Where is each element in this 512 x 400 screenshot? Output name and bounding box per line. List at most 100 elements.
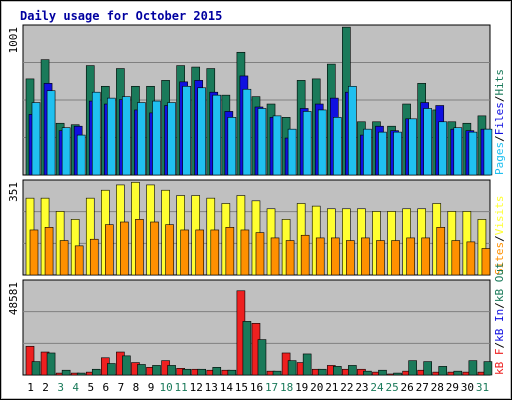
x-tick-label-day-27: 27: [416, 381, 429, 394]
x-tick-label-day-25: 25: [385, 381, 398, 394]
bar-visits-sites-day-16: [255, 232, 265, 276]
bar-kbytes-kb-out-day-17: [272, 370, 282, 376]
x-tick-label-day-4: 4: [72, 381, 79, 394]
bar-kbytes-kb-out-day-13: [212, 367, 222, 376]
x-tick-label-day-9: 9: [148, 381, 155, 394]
legend-entry-pages: Pages: [493, 142, 506, 175]
x-tick-label-day-5: 5: [87, 381, 94, 394]
x-tick-label-day-26: 26: [401, 381, 414, 394]
bar-hits-pages-day-13: [212, 94, 222, 176]
bar-hits-pages-day-9: [152, 100, 161, 176]
bar-visits-sites-day-31: [481, 248, 491, 276]
bar-kbytes-kb-out-day-23: [363, 370, 372, 376]
bar-hits-pages-day-31: [483, 128, 493, 176]
bar-hits-pages-day-15: [242, 88, 252, 176]
x-tick-label-day-17: 17: [265, 381, 278, 394]
legend-entry-files: Files: [493, 102, 506, 135]
chart-title: Daily usage for October 2015: [20, 9, 222, 23]
bar-visits-sites-day-21: [330, 237, 340, 276]
bar-hits-pages-day-19: [302, 111, 312, 176]
x-tick-label-day-1: 1: [27, 381, 34, 394]
chart-panels: 1001Pages/Files/Hits351Sites/Visits48581…: [7, 24, 506, 376]
bar-hits-pages-day-25: [393, 131, 402, 176]
legend-separator: /: [493, 96, 506, 103]
legend-entry-kb-out: kB Out: [493, 262, 506, 302]
bar-visits-sites-day-18: [285, 240, 295, 276]
bar-hits-pages-day-10: [167, 102, 176, 176]
bar-visits-sites-day-25: [391, 240, 400, 276]
bar-kbytes-kb-out-day-11: [182, 368, 191, 376]
bar-visits-sites-day-5: [89, 238, 99, 276]
x-tick-label-day-13: 13: [205, 381, 218, 394]
bar-visits-sites-day-11: [180, 229, 189, 276]
bar-kbytes-kb-out-day-1: [31, 361, 41, 376]
bar-kbytes-kb-out-day-8: [137, 364, 146, 376]
bar-kbytes-kb-out-day-21: [332, 366, 342, 376]
bar-hits-pages-day-5: [91, 91, 101, 176]
bar-kbytes-kb-out-day-24: [378, 369, 387, 376]
legend-entry-kb-f: kB F: [493, 349, 506, 376]
x-tick-label-day-31: 31: [476, 381, 489, 394]
x-tick-label-day-23: 23: [355, 381, 368, 394]
x-tick-label-day-29: 29: [446, 381, 459, 394]
bar-visits-sites-day-29: [451, 240, 461, 276]
x-tick-label-day-6: 6: [103, 381, 110, 394]
bar-visits-sites-day-9: [150, 221, 159, 276]
bar-hits-pages-day-6: [107, 97, 116, 176]
x-tick-label-day-12: 12: [190, 381, 203, 394]
x-tick-label-day-8: 8: [133, 381, 140, 394]
bar-visits-sites-day-24: [376, 240, 385, 276]
bar-kbytes-kb-out-day-12: [197, 368, 207, 376]
bar-visits-sites-day-26: [406, 237, 415, 276]
bar-hits-pages-day-11: [182, 85, 191, 176]
bar-visits-sites-day-13: [210, 229, 220, 276]
bar-visits-sites-day-1: [29, 229, 39, 276]
panel-visits-legend: Sites/Visits: [493, 196, 506, 276]
bar-visits-sites-day-3: [59, 240, 69, 276]
bar-hits-pages-day-7: [122, 96, 131, 176]
bar-visits-sites-day-28: [436, 227, 446, 276]
bar-visits-sites-day-19: [300, 234, 310, 276]
bar-visits-sites-day-17: [270, 237, 280, 276]
bar-visits-sites-day-30: [466, 241, 476, 276]
legend-entry-sites: Sites: [493, 242, 506, 275]
bar-hits-pages-day-12: [197, 87, 207, 176]
x-tick-label-day-16: 16: [250, 381, 263, 394]
x-tick-label-day-11: 11: [175, 381, 188, 394]
bar-visits-sites-day-20: [315, 237, 325, 276]
bar-visits-sites-day-15: [240, 229, 250, 276]
x-tick-label-day-30: 30: [461, 381, 474, 394]
bar-kbytes-kb-out-day-3: [61, 369, 71, 376]
bar-hits-pages-day-20: [317, 109, 327, 176]
x-tick-label-day-19: 19: [295, 381, 308, 394]
bar-visits-sites-day-22: [346, 240, 355, 276]
legend-entry-kb-in: kB In: [493, 309, 506, 342]
bar-kbytes-kb-out-day-14: [227, 369, 237, 376]
bar-kbytes-kb-out-day-28: [438, 366, 448, 376]
bar-kbytes-kb-out-day-18: [287, 360, 297, 376]
bar-visits-sites-day-23: [361, 237, 370, 276]
bar-hits-pages-day-21: [332, 117, 342, 176]
bar-hits-pages-day-16: [257, 108, 267, 176]
bar-kbytes-kb-out-day-20: [317, 368, 327, 376]
panel-hits-max-label: 1001: [7, 27, 20, 54]
bar-visits-sites-day-6: [105, 224, 114, 276]
legend-entry-hits: Hits: [493, 69, 506, 96]
x-tick-label-day-10: 10: [159, 381, 172, 394]
bar-hits-pages-day-3: [61, 127, 71, 176]
bar-hits-pages-day-27: [423, 108, 432, 176]
legend-separator: /: [493, 302, 506, 309]
x-axis-day-labels: 1 2 3 4 5 6 7 8 9 10 11 12 13 14 15 16 17 18 19 20 21 22 23 24 2…: [27, 381, 489, 394]
bar-hits-pages-day-24: [378, 131, 387, 176]
bar-visits-sites-day-10: [165, 224, 174, 276]
bar-kbytes-kb-out-day-9: [152, 365, 161, 376]
bar-kbytes-kb-out-day-31: [483, 361, 493, 376]
x-tick-label-day-18: 18: [280, 381, 293, 394]
bar-visits-sites-day-7: [120, 221, 129, 276]
bar-kbytes-kb-out-day-2: [46, 352, 56, 376]
bar-hits-pages-day-2: [46, 90, 56, 176]
panel-hits-legend: Pages/Files/Hits: [493, 69, 506, 175]
bar-kbytes-kb-f-day-1: [25, 345, 35, 376]
